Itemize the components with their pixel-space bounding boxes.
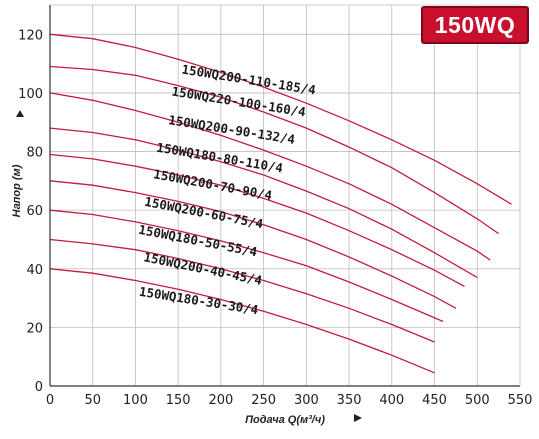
y-tick-label: 100 [18,87,43,102]
series-line [49,92,491,261]
x-tick-label: 450 [422,393,447,408]
series-line [49,238,435,343]
x-axis-title: Подача Q(м³/ч) [245,414,325,426]
y-tick-label: 40 [26,263,43,278]
y-tick-labels: 0 20 40 60 80 100 120 [18,28,43,395]
axes [49,5,520,387]
x-axis-arrow-icon [354,414,362,422]
x-tick-label: 200 [208,393,233,408]
x-tick-label: 400 [379,393,404,408]
performance-curves [49,33,512,374]
series-line [49,180,457,309]
x-tick-label: 500 [465,393,490,408]
y-tick-label: 60 [26,204,43,219]
y-axis-title: Напор (м) [11,164,23,217]
model-badge-text: 150WQ [434,11,516,38]
x-tick-label: 100 [123,393,148,408]
series-line [49,153,465,287]
y-tick-label: 20 [26,321,43,336]
series-label: 150WQ180-30-30/4 [138,284,259,318]
x-tick-label: 300 [294,393,319,408]
y-axis-arrow-icon [16,110,24,117]
model-badge: 150WQ [421,6,529,44]
x-tick-label: 0 [46,393,54,408]
x-tick-label: 350 [337,393,362,408]
x-tick-labels: 0 50 100 150 200 250 300 350 400 450 500 550 [46,393,533,408]
series-line [49,65,499,235]
x-tick-label: 550 [508,393,533,408]
series-line [49,268,435,374]
x-tick-label: 250 [251,393,276,408]
series-line [49,33,512,205]
series-line [49,127,478,279]
curve-labels: 150WQ200-110-185/4150WQ220-100-160/4150W… [137,62,316,318]
x-tick-label: 150 [166,393,191,408]
y-tick-label: 80 [26,146,43,161]
series-line [49,209,444,323]
grid [50,4,521,386]
x-tick-label: 50 [84,393,101,408]
y-tick-label: 120 [18,28,43,43]
y-tick-label: 0 [35,380,43,395]
